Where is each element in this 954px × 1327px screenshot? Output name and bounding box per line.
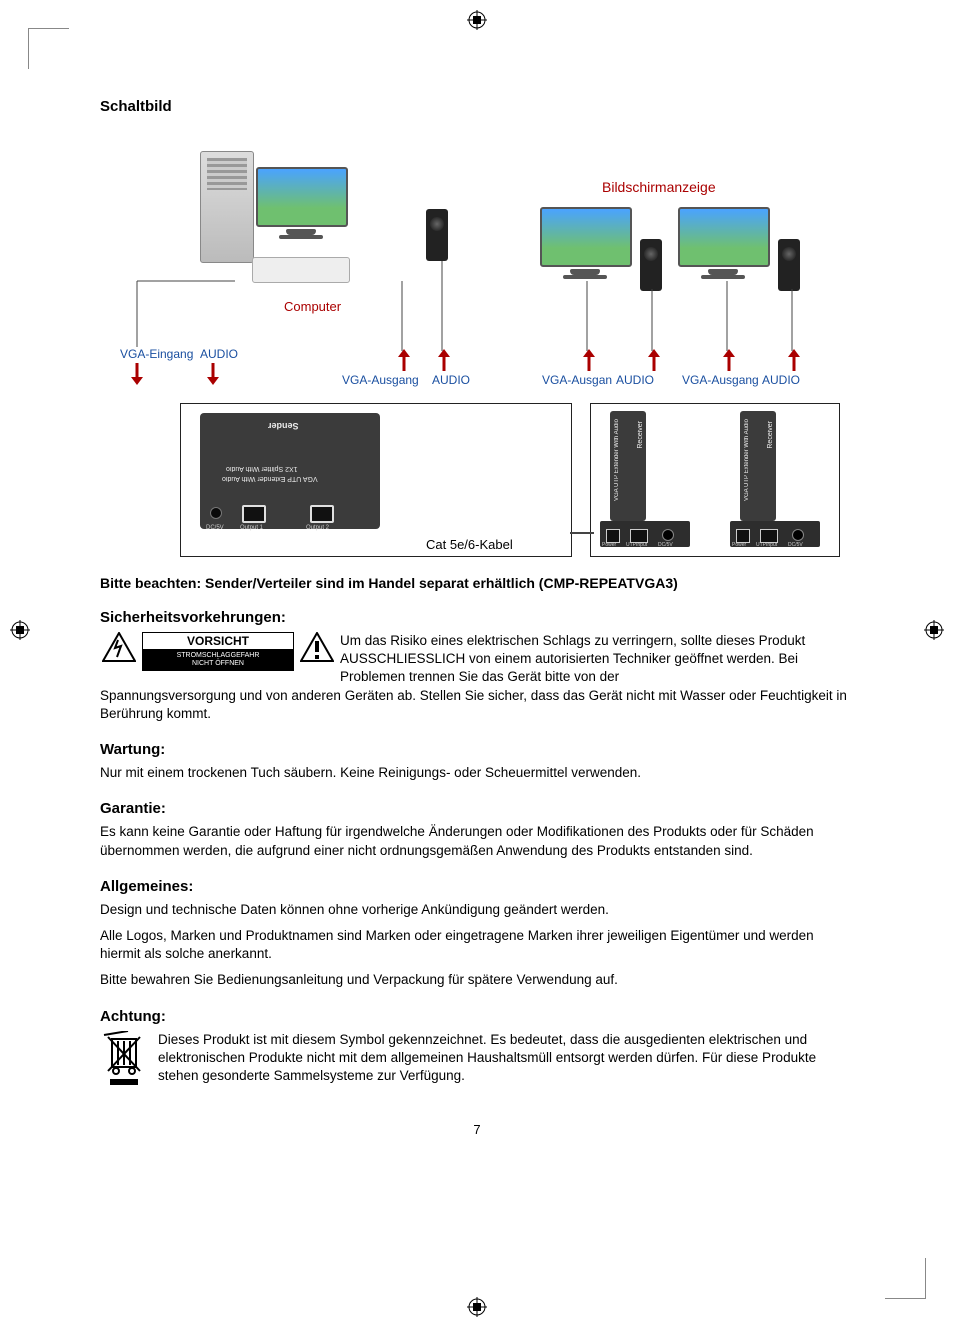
arrow-up-icon (582, 349, 596, 376)
monitor-icon (256, 167, 346, 239)
achtung-row: Dieses Produkt ist mit diesem Symbol gek… (100, 1031, 854, 1092)
speaker-icon (426, 209, 448, 261)
safety-row: VORSICHT STROMSCHLAGGEFAHR NICHT ÖFFNEN … (100, 632, 854, 687)
label-bildschirmanzeige: Bildschirmanzeige (602, 179, 716, 195)
safety-text-cont: Spannungsversorgung und von anderen Gerä… (100, 687, 854, 723)
speaker-icon (640, 239, 662, 291)
garantie-text: Es kann keine Garantie oder Haftung für … (100, 823, 854, 859)
caution-line: NICHT ÖFFNEN (192, 660, 244, 667)
caution-title: VORSICHT (143, 633, 293, 650)
allgemeines-p1: Design und technische Daten können ohne … (100, 901, 854, 919)
label-receiver-v: VGA UTP Extender With Audio (614, 421, 622, 501)
label-receiver-side: Receiver (767, 421, 774, 449)
achtung-text: Dieses Produkt ist mit diesem Symbol gek… (158, 1031, 854, 1086)
arrow-down-icon (130, 363, 144, 390)
port-label: Output 1 (240, 525, 263, 531)
connector-line (790, 289, 794, 351)
connector-line (440, 261, 444, 351)
label-vga-ausgan: VGA-Ausgan (542, 373, 612, 387)
label-vga-ausgang: VGA-Ausgang (682, 373, 759, 387)
receiver-device-icon: VGA UTP Extender With Audio Receiver (740, 411, 776, 521)
port-label: UTPInput (626, 542, 647, 548)
receiver-ports: Power UTPInput DC/5V (730, 521, 820, 547)
weee-bin-icon (100, 1031, 148, 1092)
page-number: 7 (100, 1122, 854, 1137)
arrow-up-icon (722, 349, 736, 376)
sender-device-icon: Sender 1X2 Splitter With Audio VGA UTP E… (200, 413, 380, 529)
heading-sicherheit: Sicherheitsvorkehrungen: (100, 609, 854, 626)
connector-line (130, 271, 240, 351)
heading-garantie: Garantie: (100, 800, 854, 817)
shock-warning-icon (102, 632, 136, 662)
heading-wartung: Wartung: (100, 741, 854, 758)
caution-line: STROMSCHLAGGEFAHR (177, 652, 260, 659)
port-label: DC/5V (788, 542, 803, 548)
label-sender-sub: 1X2 Splitter With Audio (226, 465, 298, 472)
wartung-text: Nur mit einem trockenen Tuch säubern. Ke… (100, 764, 854, 782)
exclamation-warning-icon (300, 632, 334, 662)
speaker-icon (778, 239, 800, 291)
label-receiver-side: Receiver (637, 421, 644, 449)
registration-mark-icon (467, 1297, 487, 1317)
arrow-up-icon (397, 349, 411, 376)
computer-tower-icon (200, 151, 254, 263)
arrow-down-icon (206, 363, 220, 390)
heading-achtung: Achtung: (100, 1008, 854, 1025)
label-cat-cable: Cat 5e/6-Kabel (426, 537, 513, 552)
label-receiver-v: VGA UTP Extender With Audio (744, 421, 752, 501)
label-sender-sub: VGA UTP Extender With Audio (222, 475, 318, 482)
port-label: DC/5V (658, 542, 673, 548)
connector-line (400, 281, 404, 351)
connector-line (585, 281, 589, 351)
keyboard-icon (252, 257, 350, 283)
allgemeines-p3: Bitte bewahren Sie Bedienungsanleitung u… (100, 971, 854, 989)
safety-text-inline: Um das Risiko eines elektrischen Schlags… (340, 632, 854, 687)
crop-mark-icon (885, 1258, 926, 1299)
monitor-icon (678, 207, 768, 279)
heading-allgemeines: Allgemeines: (100, 878, 854, 895)
allgemeines-p2: Alle Logos, Marken und Produktnamen sind… (100, 927, 854, 963)
label-sender: Sender (268, 421, 299, 431)
receiver-device-icon: VGA UTP Extender With Audio Receiver (610, 411, 646, 521)
receiver-ports: Power UTPInput DC/5V (600, 521, 690, 547)
connector-line (650, 289, 654, 351)
arrow-up-icon (647, 349, 661, 376)
port-label: UTPInput (756, 542, 777, 548)
label-computer: Computer (284, 299, 341, 314)
arrow-up-icon (787, 349, 801, 376)
heading-schaltbild: Schaltbild (100, 98, 854, 115)
arrow-up-icon (437, 349, 451, 376)
connection-diagram: Computer Bildschirmanzeige VGA-Eingang A… (100, 121, 860, 561)
connector-line (570, 531, 594, 535)
connector-line (725, 281, 729, 351)
port-label: DC/5V (206, 525, 224, 531)
note-bold: Bitte beachten: Sender/Verteiler sind im… (100, 575, 854, 591)
monitor-icon (540, 207, 630, 279)
port-label: Power (602, 542, 616, 548)
port-label: Power (732, 542, 746, 548)
port-label: Output 2 (306, 525, 329, 531)
caution-box: VORSICHT STROMSCHLAGGEFAHR NICHT ÖFFNEN (142, 632, 294, 671)
